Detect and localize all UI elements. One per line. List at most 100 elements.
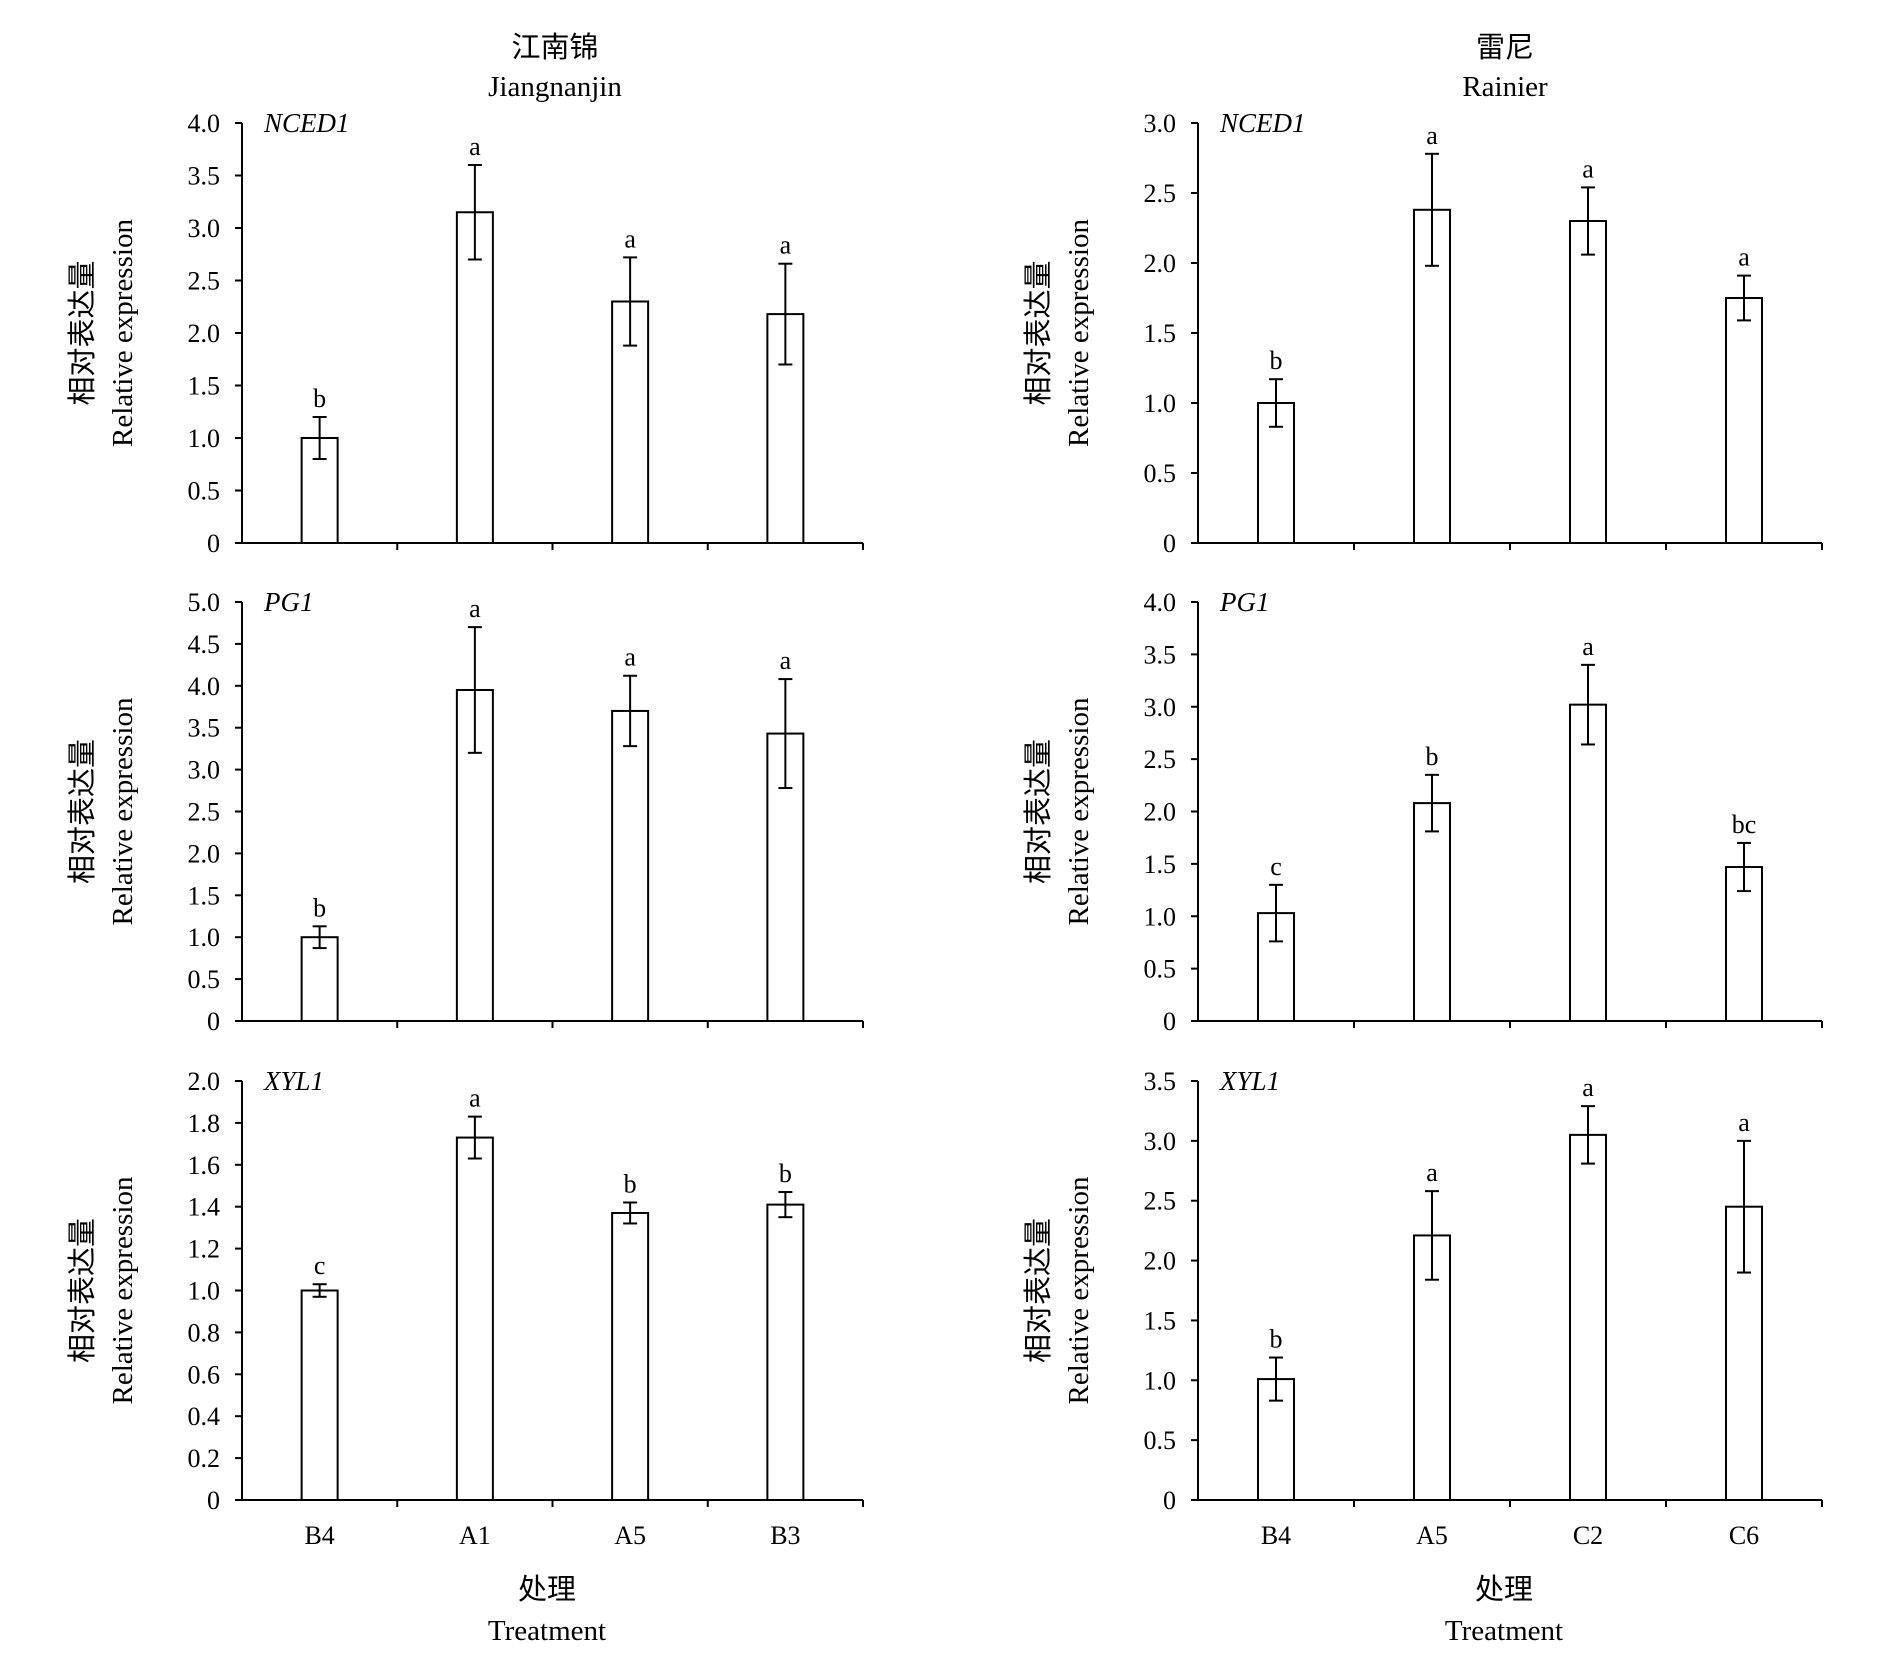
significance-letter: a: [780, 231, 792, 260]
bar-C2: [1569, 1133, 1607, 1502]
column-title-en-0: Jiangnanjin: [488, 71, 622, 103]
y-axis-label-cn: 相对表达量: [66, 260, 99, 405]
significance-letter: a: [780, 646, 792, 675]
y-tick-label: 3.5: [188, 714, 221, 743]
y-tick-label: 3.5: [1144, 1067, 1177, 1096]
significance-letter: a: [469, 132, 481, 161]
x-tick-label: C6: [1729, 1521, 1759, 1550]
significance-letter: b: [1270, 1325, 1283, 1354]
y-tick-label: 2.5: [1144, 1187, 1177, 1216]
y-tick-label: 1.0: [1144, 902, 1177, 931]
x-tick-label: A5: [614, 1521, 646, 1550]
y-tick-label: 1.8: [188, 1109, 221, 1138]
y-tick-label: 0.6: [188, 1360, 221, 1389]
y-tick-label: 0.5: [188, 965, 221, 994]
y-tick-label: 0: [1163, 1486, 1176, 1515]
significance-letter: a: [1582, 154, 1594, 183]
gene-name-label: NCED1: [1219, 108, 1306, 138]
y-tick-label: 2.0: [1144, 249, 1177, 278]
bar-A5: [611, 1211, 650, 1501]
y-axis-label-en: Relative expression: [107, 219, 139, 447]
y-axis-label-cn: 相对表达量: [1022, 739, 1055, 884]
x-axis-title-en-1: Treatment: [1445, 1615, 1563, 1647]
y-axis-label-cn: 相对表达量: [1022, 1218, 1055, 1363]
y-tick-label: 3.5: [188, 162, 221, 191]
chart-panel-0: 0 0.5 1.0 1.5 2.0 2.5 3.0 3.5 4.0 b a a a NCED1 相对表达量 R…: [66, 108, 864, 558]
gene-name-label: XYL1: [263, 1066, 324, 1096]
y-tick-label: 5.0: [188, 588, 221, 617]
significance-letter: b: [313, 384, 326, 413]
y-tick-label: 1.6: [188, 1151, 221, 1180]
chart-panel-4: 0 0.5 1.0 1.5 2.0 2.5 3.0 3.5 4.0 c b a bc PG1 相对表达量 Re…: [1022, 587, 1823, 1036]
significance-letter: a: [624, 643, 636, 672]
y-tick-label: 1.0: [1144, 1366, 1177, 1395]
y-tick-label: 4.0: [188, 109, 221, 138]
significance-letter: a: [469, 594, 481, 623]
y-tick-label: 2.0: [188, 1067, 221, 1096]
y-tick-label: 0: [1163, 1007, 1176, 1036]
significance-letter: a: [1426, 1158, 1438, 1187]
y-tick-label: 0.8: [188, 1318, 221, 1347]
y-tick-label: 4.0: [1144, 588, 1177, 617]
y-tick-label: 1.5: [188, 881, 221, 910]
significance-letter: b: [1270, 346, 1283, 375]
x-tick-label: B4: [1261, 1521, 1291, 1550]
y-axis-label-en: Relative expression: [1063, 1176, 1095, 1404]
y-tick-label: 2.5: [188, 798, 221, 827]
y-tick-label: 2.0: [188, 319, 221, 348]
bar-B3: [766, 1203, 805, 1501]
y-tick-label: 0: [207, 529, 220, 558]
y-tick-label: 1.0: [1144, 389, 1177, 418]
significance-letter: bc: [1732, 810, 1757, 839]
chart-panel-5: 0 0.5 1.0 1.5 2.0 2.5 3.0 3.5 b B4 a A5 a C2 a C6 XYL1 相对…: [1022, 1066, 1823, 1550]
gene-name-label: PG1: [1219, 587, 1270, 617]
y-tick-label: 3.0: [1144, 1127, 1177, 1156]
y-tick-label: 0.5: [1144, 955, 1177, 984]
y-tick-label: 0.2: [188, 1444, 221, 1473]
y-tick-label: 1.4: [188, 1193, 221, 1222]
bar-C6: [1725, 866, 1763, 1023]
chart-panel-1: 0 0.5 1.0 1.5 2.0 2.5 3.0 3.5 4.0 4.5 5.0 b a a a PG1 相对…: [66, 587, 864, 1036]
column-title-en-1: Rainier: [1462, 71, 1548, 103]
y-axis-label-en: Relative expression: [1063, 219, 1095, 447]
bar-C2: [1569, 220, 1607, 544]
y-tick-label: 2.5: [1144, 745, 1177, 774]
y-tick-label: 3.5: [1144, 640, 1177, 669]
y-tick-label: 4.0: [188, 672, 221, 701]
y-tick-label: 1.0: [188, 424, 221, 453]
y-tick-label: 3.0: [1144, 109, 1177, 138]
y-tick-label: 1.5: [1144, 850, 1177, 879]
x-tick-label: A1: [459, 1521, 491, 1550]
gene-name-label: XYL1: [1219, 1066, 1280, 1096]
bar-A1: [455, 211, 494, 544]
bar-A5: [1413, 802, 1451, 1022]
significance-letter: b: [624, 1170, 637, 1199]
significance-letter: a: [1582, 1073, 1594, 1102]
significance-letter: a: [1426, 121, 1438, 150]
bar-A1: [455, 1136, 494, 1501]
gene-name-label: PG1: [263, 587, 314, 617]
y-tick-label: 2.0: [1144, 798, 1177, 827]
y-tick-label: 0.5: [1144, 1426, 1177, 1455]
significance-letter: a: [469, 1084, 481, 1113]
y-tick-label: 2.5: [1144, 179, 1177, 208]
bar-C2: [1569, 703, 1607, 1023]
x-tick-label: C2: [1573, 1521, 1603, 1550]
significance-letter: b: [313, 893, 326, 922]
y-tick-label: 2.0: [188, 839, 221, 868]
bar-C6: [1725, 297, 1763, 544]
y-tick-label: 1.5: [1144, 319, 1177, 348]
significance-letter: b: [779, 1159, 792, 1188]
y-axis-label-cn: 相对表达量: [66, 739, 99, 884]
y-tick-label: 0.5: [1144, 459, 1177, 488]
significance-letter: b: [1426, 742, 1439, 771]
gene-name-label: NCED1: [263, 108, 350, 138]
y-tick-label: 3.0: [1144, 693, 1177, 722]
x-tick-label: B3: [770, 1521, 800, 1550]
y-axis-label-cn: 相对表达量: [1022, 260, 1055, 405]
y-axis-label-cn: 相对表达量: [66, 1218, 99, 1363]
y-tick-label: 3.0: [188, 756, 221, 785]
x-axis-title-cn-1: 处理: [1475, 1573, 1533, 1606]
